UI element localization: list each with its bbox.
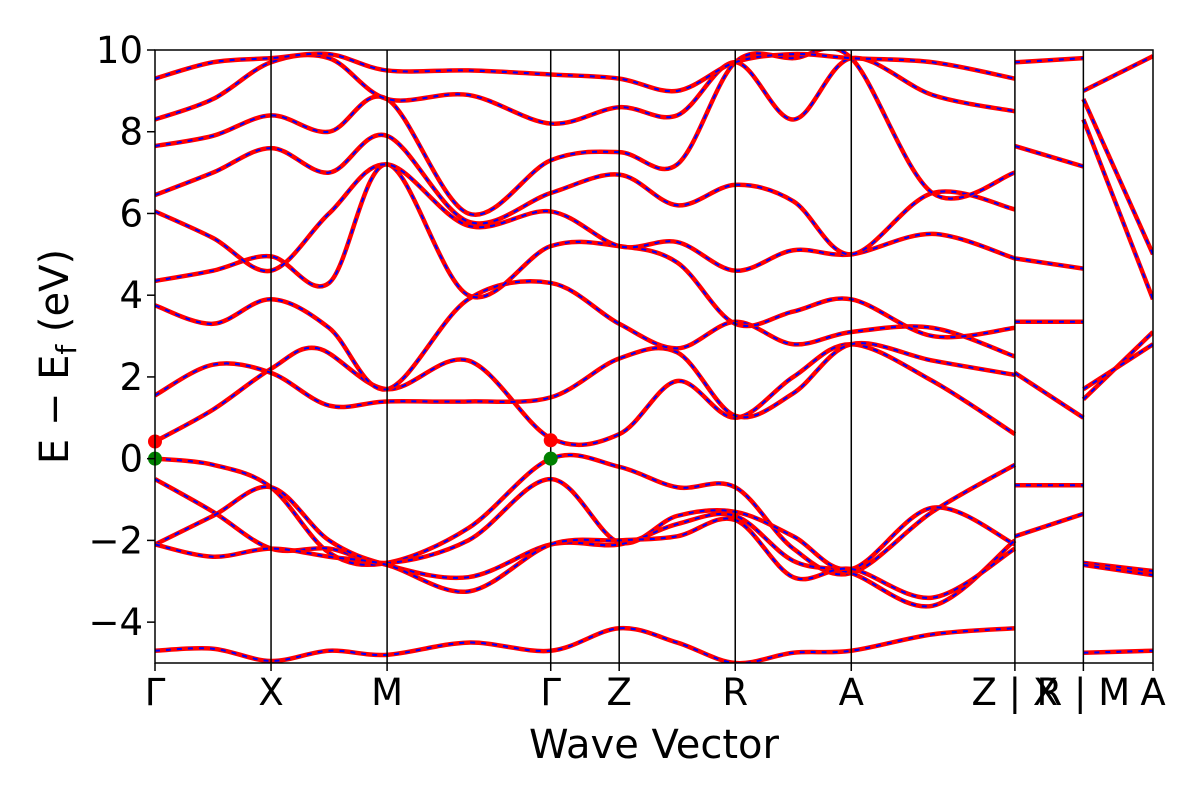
band-line-8 [155,162,1016,340]
x-tick-label-3: Γ [540,671,561,714]
band-line-dft-23 [1083,649,1153,654]
band-line-27 [1081,98,1153,256]
y-axis-label-main: E − E [32,355,78,465]
marker-vbm-3 [543,451,558,466]
x-tick-label-9: A [1140,671,1165,714]
band-line-4 [155,625,1016,663]
band-line-5 [155,341,1017,447]
y-axis: −4 −2 0 2 4 6 8 10 [88,29,155,644]
y-tick-label-2: 0 [119,438,143,481]
bands-layer [155,50,1153,663]
y-tick-label-4: 4 [119,274,143,317]
band-line-dft-13 [155,52,1016,93]
y-tick-label-3: 2 [119,356,143,399]
y-tick-label-7: 10 [96,29,143,72]
marker-cbm-2 [543,433,558,448]
y-axis-label-sub: f [50,344,83,355]
x-tick-label-5: R [722,671,748,714]
band-line-dft-15 [1014,372,1084,419]
band-line-dft-10 [155,133,1016,256]
x-tick-label-4: Z [607,671,632,714]
x-tick-label-2: M [371,671,403,714]
y-tick-label-1: −2 [88,519,143,562]
band-line-dft-22 [1083,563,1153,577]
band-line-dft-28 [1082,55,1153,92]
band-line-dft-25 [1082,343,1153,391]
markers-layer [148,433,558,466]
band-line-dft-5 [155,343,1016,446]
y-axis-label-unit: (eV) [32,249,78,345]
band-line-dft-11 [155,50,1016,216]
band-line-dft-18 [1014,145,1084,168]
band-line-dft-19 [1014,57,1084,64]
x-tick-label-6: A [839,671,864,714]
band-line-dft-0 [155,454,1016,576]
band-line-3 [155,516,1017,600]
x-tick-label-1: X [258,671,283,714]
y-axis-label: E − Ef (eV) [32,249,83,464]
band-line-0 [155,452,1017,577]
band-line-dft-21 [1083,561,1153,573]
x-tick-label-7: Z | X [972,671,1059,714]
band-line-26 [1081,118,1153,301]
band-line-7 [155,279,1016,392]
plot-frame [154,49,1154,664]
y-tick-label-6: 8 [119,111,143,154]
band-line-dft-20 [1014,512,1084,538]
band-line-11 [155,50,1016,217]
y-tick-label-0: −4 [88,601,143,644]
band-line-dft-8 [155,163,1015,339]
x-tick-label-0: Γ [145,671,166,714]
y-tick-label-5: 6 [119,192,143,235]
x-tick-label-8: R | M [1037,671,1131,714]
band-line-dft-2 [155,485,1016,608]
band-line-dft-17 [1014,257,1084,270]
band-line-dft-4 [155,627,1015,663]
x-axis-label: Wave Vector [529,722,780,768]
kpoint-lines-layer [270,50,1085,663]
